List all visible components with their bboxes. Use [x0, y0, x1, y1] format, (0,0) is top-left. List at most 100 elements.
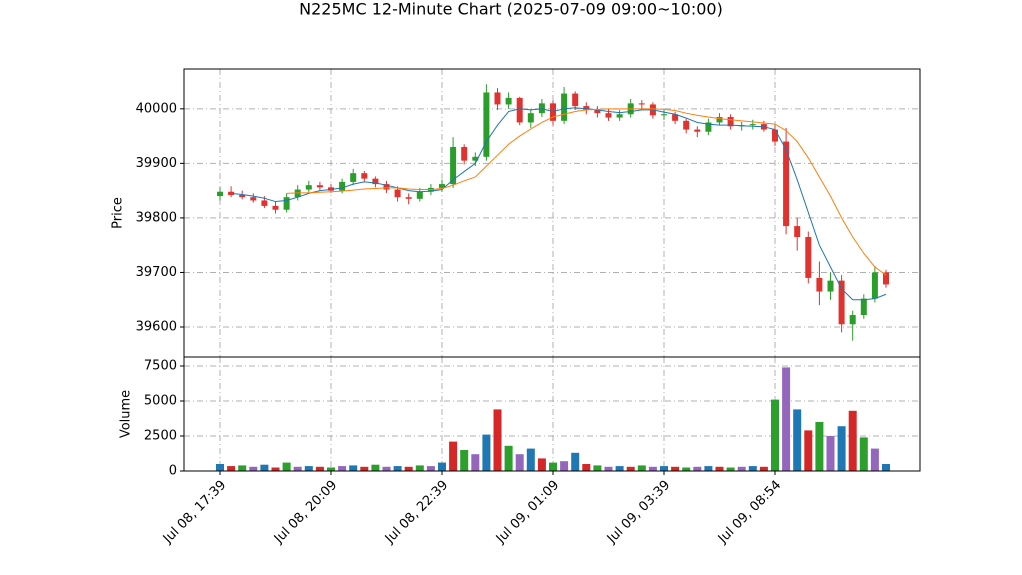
candle-body — [538, 103, 545, 114]
volume-bar — [637, 465, 646, 471]
candle-body — [494, 92, 501, 105]
volume-bar — [227, 466, 236, 471]
volume-bar — [848, 410, 857, 471]
volume-bar — [338, 466, 347, 471]
candle-body — [616, 114, 623, 118]
volume-bar — [438, 462, 446, 471]
volume-bar — [671, 466, 680, 471]
volume-bar — [293, 466, 302, 471]
volume-bar — [360, 466, 369, 471]
volume-bar — [737, 466, 746, 471]
candle-body — [272, 205, 279, 210]
volume-bar — [837, 426, 846, 471]
volume-bar — [537, 458, 546, 471]
volume-bar — [404, 466, 413, 471]
volume-bar — [682, 467, 691, 471]
candle-body — [261, 200, 268, 206]
candle-body — [328, 187, 334, 191]
candle-body — [450, 147, 457, 185]
y-tick-label: 7500 — [144, 359, 177, 374]
volume-bar — [493, 409, 502, 471]
candle-body — [339, 181, 346, 191]
candle-body — [217, 191, 223, 197]
candle-body — [860, 298, 867, 315]
candle-body — [694, 129, 701, 132]
candle-body — [705, 122, 712, 132]
y-tick-label: 39600 — [136, 320, 177, 335]
candle-body — [716, 117, 723, 123]
y-tick-label: 39900 — [136, 156, 177, 171]
ma-line — [231, 107, 887, 301]
candle-body — [505, 97, 512, 105]
volume-bar — [471, 454, 480, 471]
candle-body — [683, 120, 690, 130]
candle-body — [527, 113, 534, 123]
volume-bar — [304, 466, 313, 471]
volume-bar — [271, 467, 280, 471]
volume-bar — [648, 466, 657, 471]
y-tick-label: 0 — [169, 464, 177, 479]
candle-body — [394, 189, 401, 198]
y-tick-label: 39700 — [136, 265, 177, 280]
volume-frame — [183, 356, 921, 472]
candle-body — [561, 93, 568, 121]
x-tick-label: Jul 08, 17:39 — [160, 478, 229, 547]
volume-bar — [482, 434, 491, 471]
volume-axis-label: Volume — [119, 390, 134, 438]
volume-bar — [826, 436, 835, 471]
volume-bar — [715, 466, 724, 471]
volume-bar — [449, 441, 458, 471]
volume-bar — [526, 448, 535, 471]
volume-bar — [693, 466, 702, 471]
y-tick-label: 40000 — [136, 101, 177, 116]
candle-body — [805, 237, 812, 278]
x-tick-label: Jul 08, 20:09 — [271, 478, 340, 547]
candle-body — [816, 277, 823, 292]
volume-bar — [782, 367, 791, 471]
candle-body — [461, 147, 468, 161]
volume-bar — [282, 462, 291, 471]
candle-body — [483, 92, 490, 157]
candle-body — [583, 106, 590, 110]
candle-body — [361, 173, 368, 179]
candle-body — [871, 272, 878, 299]
volume-bar — [393, 466, 402, 471]
candle-body — [838, 280, 845, 325]
volume-bar — [549, 462, 557, 471]
volume-bar — [260, 464, 269, 471]
candle-body — [594, 109, 601, 114]
volume-bar — [238, 465, 247, 471]
candle-body — [416, 191, 423, 199]
candle-body — [727, 117, 734, 127]
candle-body — [605, 113, 612, 118]
x-tick-label: Jul 09, 01:09 — [493, 478, 562, 547]
volume-bar — [504, 445, 513, 471]
candle-body — [749, 124, 756, 126]
volume-bar — [771, 399, 779, 471]
candle-body — [783, 141, 790, 227]
y-tick-label: 5000 — [144, 394, 177, 409]
y-tick-label: 2500 — [144, 429, 177, 444]
volume-bar — [371, 464, 380, 471]
candle-body — [827, 280, 834, 292]
volume-bar — [870, 448, 879, 471]
volume-bar — [327, 467, 335, 471]
volume-bar — [660, 466, 668, 471]
candle-body — [794, 226, 801, 237]
volume-bar — [315, 466, 324, 471]
candle-body — [305, 185, 312, 190]
candle-body — [283, 197, 290, 210]
candle-body — [372, 178, 379, 185]
candle-body — [672, 114, 679, 121]
volume-bar — [349, 465, 358, 471]
volume-bar — [859, 437, 868, 471]
volume-bar — [593, 465, 602, 471]
volume-bar — [460, 450, 469, 471]
volume-bar — [704, 466, 713, 471]
volume-bar — [426, 466, 435, 471]
candle-body — [516, 97, 523, 123]
volume-bar — [582, 464, 591, 471]
volume-bar — [571, 452, 580, 471]
candle-body — [472, 156, 479, 161]
volume-bar — [626, 466, 635, 471]
